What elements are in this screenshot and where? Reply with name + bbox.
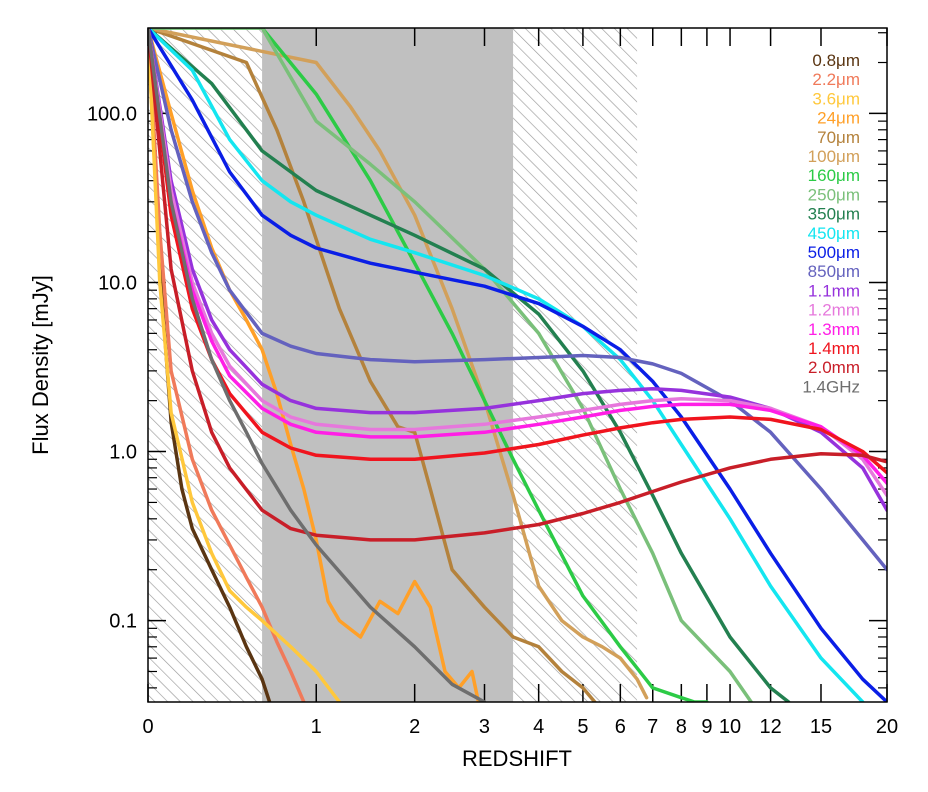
series-line-850um [148, 28, 887, 572]
series-line-350um [148, 28, 791, 702]
legend-entry-100um: 100μm [808, 147, 860, 166]
series-line-250um [148, 28, 753, 702]
x-tick-label: 20 [876, 716, 898, 738]
x-tick-labels: 0 1 2 3 4 5 6 7 8 9 10 12 15 20 [142, 716, 898, 738]
legend-entry-2-2um: 2.2μm [812, 70, 860, 89]
x-tick-label: 10 [719, 716, 741, 738]
x-tick-label: 4 [533, 716, 544, 738]
legend-entry-1-2mm: 1.2mm [808, 301, 860, 320]
legend-entry-160um: 160μm [808, 166, 860, 185]
legend-entry-850um: 850μm [808, 262, 860, 281]
shaded-region-hatched-2 [513, 28, 638, 702]
x-tick-label: 1 [311, 716, 322, 738]
y-tick-label: 100.0 [87, 103, 137, 125]
x-tick-label: 7 [647, 716, 658, 738]
series-line-100um [148, 28, 649, 700]
y-axis-title: Flux Density [mJy] [28, 275, 53, 455]
shaded-region-solid-gray-1 [262, 28, 514, 702]
legend-entry-1-3mm: 1.3mm [808, 320, 860, 339]
legend-entry-500um: 500μm [808, 243, 860, 262]
legend: 0.8μm2.2μm3.6μm24μm70μm100μm160μm250μm35… [802, 51, 860, 396]
x-tick-label: 0 [142, 716, 153, 738]
x-tick-label: 2 [409, 716, 420, 738]
x-tick-label: 6 [615, 716, 626, 738]
x-axis-title: REDSHIFT [462, 746, 572, 771]
series-line-1-4ghz [148, 28, 487, 702]
legend-entry-250um: 250μm [808, 185, 860, 204]
legend-entry-0-8um: 0.8μm [812, 51, 860, 70]
series-line-2-0mm [148, 28, 887, 542]
legend-entry-450um: 450μm [808, 224, 860, 243]
y-tick-labels: 0.1 1.0 10.0 100.0 [87, 103, 137, 632]
legend-entry-1-4mm: 1.4mm [808, 339, 860, 358]
x-tick-label: 8 [676, 716, 687, 738]
series-line-160um [148, 28, 709, 702]
legend-entry-1-4ghz: 1.4GHz [802, 377, 860, 396]
series-line-450um [148, 28, 865, 702]
series-line-3-6um [148, 28, 342, 702]
series-line-1-2mm [148, 28, 887, 498]
legend-entry-24um: 24μm [817, 109, 860, 128]
redshift-shaded-regions [148, 28, 638, 702]
y-tick-label: 10.0 [98, 272, 137, 294]
legend-entry-2-0mm: 2.0mm [808, 358, 860, 377]
x-tick-label: 12 [759, 716, 781, 738]
x-tick-label: 9 [701, 716, 712, 738]
legend-entry-3-6um: 3.6μm [812, 89, 860, 108]
series-line-2-2um [148, 28, 306, 702]
x-tick-label: 3 [479, 716, 490, 738]
x-tick-label: 5 [577, 716, 588, 738]
legend-entry-350um: 350μm [808, 205, 860, 224]
series-lines [148, 28, 887, 702]
series-line-500um [148, 28, 887, 702]
y-tick-label: 1.0 [109, 442, 137, 464]
y-tick-label: 0.1 [109, 611, 137, 633]
series-line-1-3mm [148, 28, 887, 485]
x-tick-label: 15 [810, 716, 832, 738]
legend-entry-1-1mm: 1.1mm [808, 281, 860, 300]
plot-frame [147, 27, 888, 703]
series-line-70um [148, 28, 597, 702]
legend-entry-70um: 70μm [817, 128, 860, 147]
